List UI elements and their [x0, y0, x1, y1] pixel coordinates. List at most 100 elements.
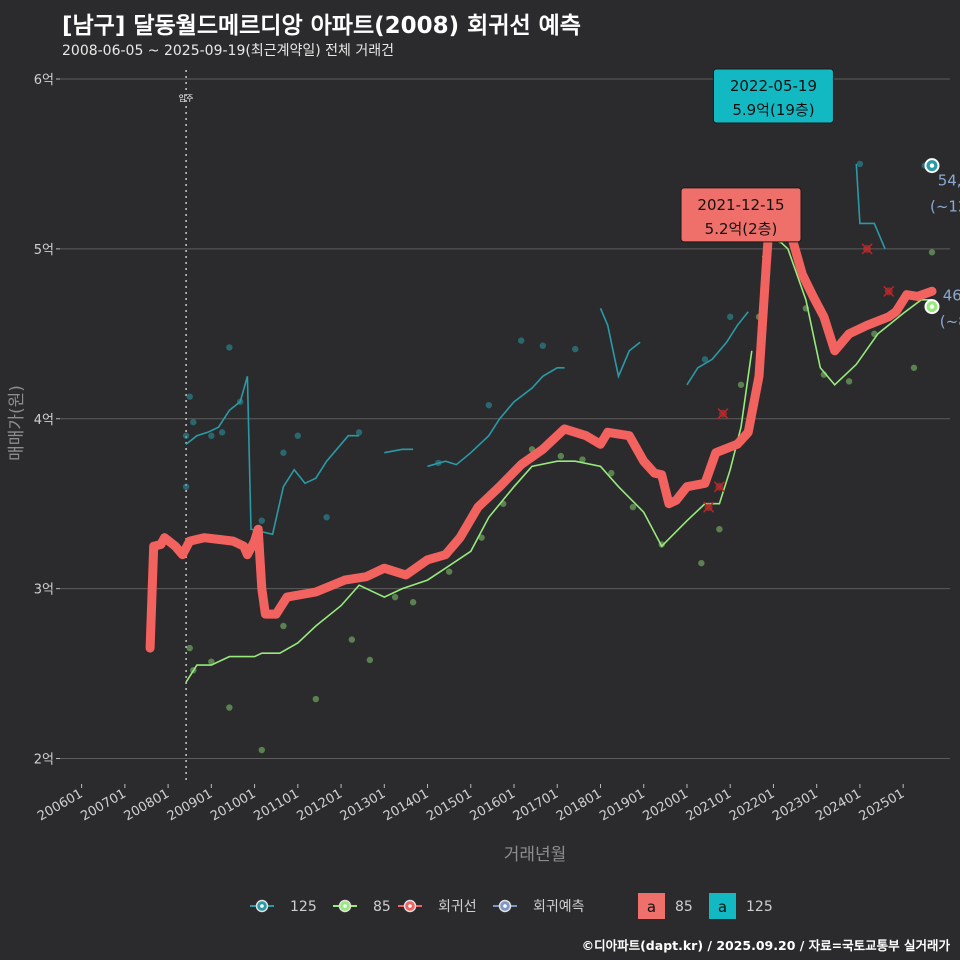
- x-tick-label: 200801: [122, 786, 172, 824]
- y-tick-label: 4억: [34, 413, 54, 428]
- series-125-point: [701, 356, 709, 363]
- series-85-point: [579, 456, 586, 463]
- series-125-point: [208, 432, 215, 439]
- series-85-point: [698, 559, 705, 567]
- series-125-point: [280, 449, 287, 456]
- series-85-line: [185, 350, 753, 683]
- series-125-line: [427, 366, 565, 468]
- x-tick-label: 202201: [727, 786, 777, 824]
- x-tick-label: 201201: [295, 786, 345, 824]
- x-tick-label: 200701: [78, 786, 128, 824]
- y-tick-label: 2억: [34, 753, 54, 768]
- x-tick-label: 202101: [684, 786, 734, 824]
- series-125-line: [185, 376, 360, 536]
- series-125-point: [355, 429, 363, 436]
- x-tick-label: 202301: [770, 786, 820, 824]
- annotation-box: [680, 187, 802, 243]
- series-85-point: [845, 378, 853, 385]
- legend-item: 회귀예측: [493, 899, 585, 915]
- legend-item: 85: [333, 899, 391, 915]
- x-tick-label: 201801: [554, 786, 604, 824]
- series-125-point: [258, 517, 265, 524]
- legend-marker-core: [503, 904, 507, 908]
- x-axis-title: 거래년월: [504, 845, 567, 865]
- x-tick-label: 202001: [640, 786, 690, 824]
- series-125-point: [856, 160, 864, 168]
- legend-label: 125: [290, 899, 317, 915]
- series-85-point: [409, 599, 417, 606]
- x-tick-label: 201501: [424, 786, 474, 824]
- x-tick-label: 201101: [251, 786, 301, 824]
- series-85-point: [226, 704, 233, 711]
- series-125-point: [294, 432, 302, 439]
- series-85-point: [910, 364, 918, 371]
- series-85-point: [391, 593, 399, 601]
- page-subtitle: 2008-06-05 ~ 2025-09-19(최근계약일) 전체 거래건: [62, 43, 394, 59]
- move-in-label: 입주: [179, 94, 194, 103]
- legend-label: 회귀예측: [533, 899, 585, 915]
- source-caption: ©디아파트(dapt.kr) / 2025.09.20 / 자료=국토교통부 실…: [581, 938, 950, 953]
- series-125-point: [518, 337, 525, 344]
- annotation-box: [712, 68, 834, 124]
- legend-key-swatch: [638, 893, 665, 919]
- series-125-point: [186, 393, 193, 400]
- annotation-price: 5.2억(2층): [705, 220, 778, 238]
- series-125-point: [572, 345, 579, 353]
- legend-key-label: 125: [746, 899, 773, 915]
- cross-mark: [883, 285, 895, 297]
- annotation-date: 2022-05-19: [730, 77, 817, 95]
- series-125-point: [226, 344, 233, 351]
- x-tick-label: 201001: [208, 786, 258, 824]
- series-85-point: [208, 658, 215, 665]
- series-125-point: [182, 483, 190, 490]
- series-125-point: [539, 342, 547, 349]
- page-title: [남구] 달동월드메르디앙 아파트(2008) 회귀선 예측: [62, 13, 581, 39]
- x-tick-label: 201301: [338, 786, 388, 824]
- y-tick-label: 6억: [34, 73, 54, 88]
- legend-marker-core: [408, 904, 412, 908]
- series-125-line: [599, 307, 641, 379]
- end-value-label: 54,900: [938, 172, 960, 190]
- end-value-label: 46,614: [943, 287, 960, 305]
- x-tick-label: 200901: [165, 786, 215, 824]
- series-85-point: [312, 695, 320, 703]
- series-125-line: [855, 163, 886, 250]
- series-85-point: [737, 381, 745, 388]
- series-85-point: [478, 534, 485, 541]
- legend-key-glyph: a: [718, 898, 727, 916]
- y-tick-label: 3억: [34, 583, 54, 598]
- series-85-point: [348, 636, 356, 643]
- series-85-point: [557, 452, 565, 460]
- legend-key-label: 85: [675, 899, 693, 915]
- legend-item: 125: [250, 899, 317, 915]
- series-85-point: [928, 249, 936, 256]
- series-85-point: [629, 503, 637, 511]
- end-area-label: (~85㎡): [940, 313, 960, 331]
- series-85-point: [366, 656, 374, 664]
- y-axis-title: 매매가(원): [7, 385, 27, 461]
- legend-item: 회귀선: [398, 899, 477, 915]
- series-125-point: [485, 401, 492, 409]
- series-85-point: [186, 644, 193, 652]
- x-tick-label: 201401: [381, 786, 431, 824]
- series-125-point: [190, 418, 197, 426]
- legend-key-glyph: a: [647, 898, 656, 916]
- y-tick-label: 5억: [34, 243, 54, 258]
- legend-label: 회귀선: [438, 899, 477, 915]
- series-125-point: [182, 432, 190, 439]
- cross-mark: [717, 408, 729, 420]
- legend-label: 85: [373, 899, 391, 915]
- series-85-point: [716, 525, 723, 533]
- series-125-line: [384, 448, 414, 454]
- x-tick-label: 200601: [35, 786, 85, 824]
- x-tick-label: 201701: [511, 786, 561, 824]
- legend-label-key: a 85: [638, 893, 693, 919]
- cross-mark: [703, 501, 715, 513]
- legend-label-key: a 125: [709, 893, 773, 919]
- x-tick-label: 202501: [857, 786, 907, 824]
- annotation-price: 5.9억(19층): [732, 101, 814, 119]
- series-85-point: [258, 746, 265, 754]
- legend-marker-core: [343, 904, 347, 908]
- end-point-core: [929, 304, 935, 309]
